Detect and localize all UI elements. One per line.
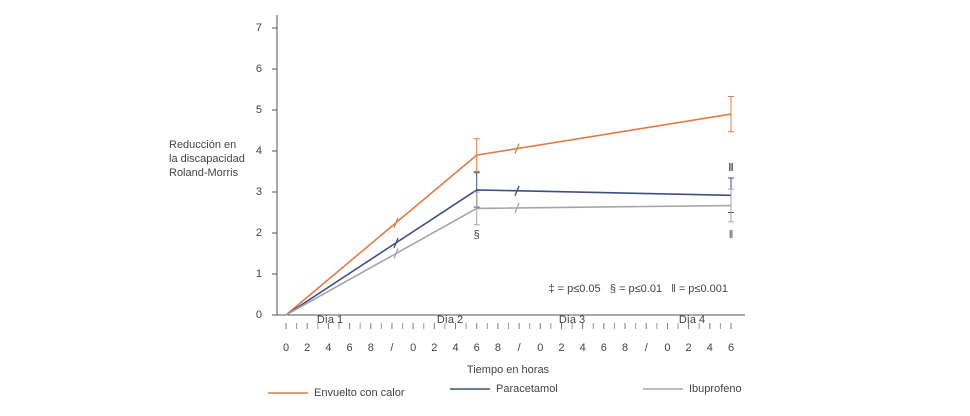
x-axis-title: Tiempo en horas [467, 364, 550, 376]
marker: ǁ [729, 229, 734, 241]
series-line [285, 204, 732, 316]
break-mark [514, 143, 520, 154]
marker: ǁ [728, 162, 733, 174]
break-mark [393, 248, 399, 259]
marker: § [474, 229, 480, 241]
x-tick-label: / [518, 342, 522, 354]
day-label: Día 3 [559, 314, 585, 326]
x-tick-label: 0 [664, 342, 670, 354]
x-tick-label: / [390, 342, 394, 354]
x-tick-label: 6 [347, 342, 353, 354]
error-bar [728, 95, 734, 133]
error-bar [473, 138, 480, 172]
x-tick-label: 6 [601, 342, 607, 354]
x-tick-label: 4 [452, 342, 458, 354]
x-tick-label: 8 [495, 342, 501, 354]
y-tick-label: 0 [256, 309, 262, 321]
y-axis-title: la discapacidad [169, 153, 245, 165]
x-tick-label: 2 [558, 342, 564, 354]
y-tick-label: 2 [256, 227, 262, 239]
y-tick-label: 5 [256, 104, 262, 116]
x-tick-label: / [645, 342, 649, 354]
break-mark [393, 217, 399, 229]
x-tick-label: 0 [537, 342, 543, 354]
x-tick-label: 6 [474, 342, 480, 354]
y-tick-label: 3 [256, 186, 262, 198]
y-tick-label: 1 [256, 268, 262, 280]
x-tick-label: 0 [410, 342, 416, 354]
day-label: Día 4 [679, 314, 705, 326]
x-tick-label: 4 [707, 342, 713, 354]
day-label: Día 1 [317, 314, 343, 326]
x-tick-label: 2 [431, 342, 437, 354]
x-tick-label: 8 [622, 342, 628, 354]
x-tick-label: 4 [325, 342, 331, 354]
x-tick-label: 2 [304, 342, 310, 354]
y-tick-label: 7 [256, 22, 262, 34]
y-axis-title: Roland-Morris [169, 167, 239, 179]
legend-label: Paracetamol [496, 383, 558, 395]
x-tick-label: 6 [728, 342, 734, 354]
day-label: Día 2 [437, 314, 463, 326]
break-mark [514, 202, 520, 214]
error-bar [473, 191, 480, 226]
break-mark [514, 185, 520, 197]
legend-label: Envuelto con calor [314, 387, 405, 399]
x-tick-label: 4 [580, 342, 586, 354]
y-tick-label: 6 [256, 63, 262, 75]
error-bar [728, 188, 734, 223]
legend-label: Ibuprofeno [689, 383, 742, 395]
x-tick-label: 2 [686, 342, 692, 354]
x-tick-label: 8 [368, 342, 374, 354]
break-mark [393, 237, 399, 249]
y-tick-label: 4 [256, 145, 262, 157]
y-axis-title: Reducción en [169, 139, 236, 151]
significance-note: ‡ = p≤0.05 § = p≤0.01 ǁ = p≤0.001 [548, 283, 728, 295]
x-tick-label: 0 [283, 342, 289, 354]
